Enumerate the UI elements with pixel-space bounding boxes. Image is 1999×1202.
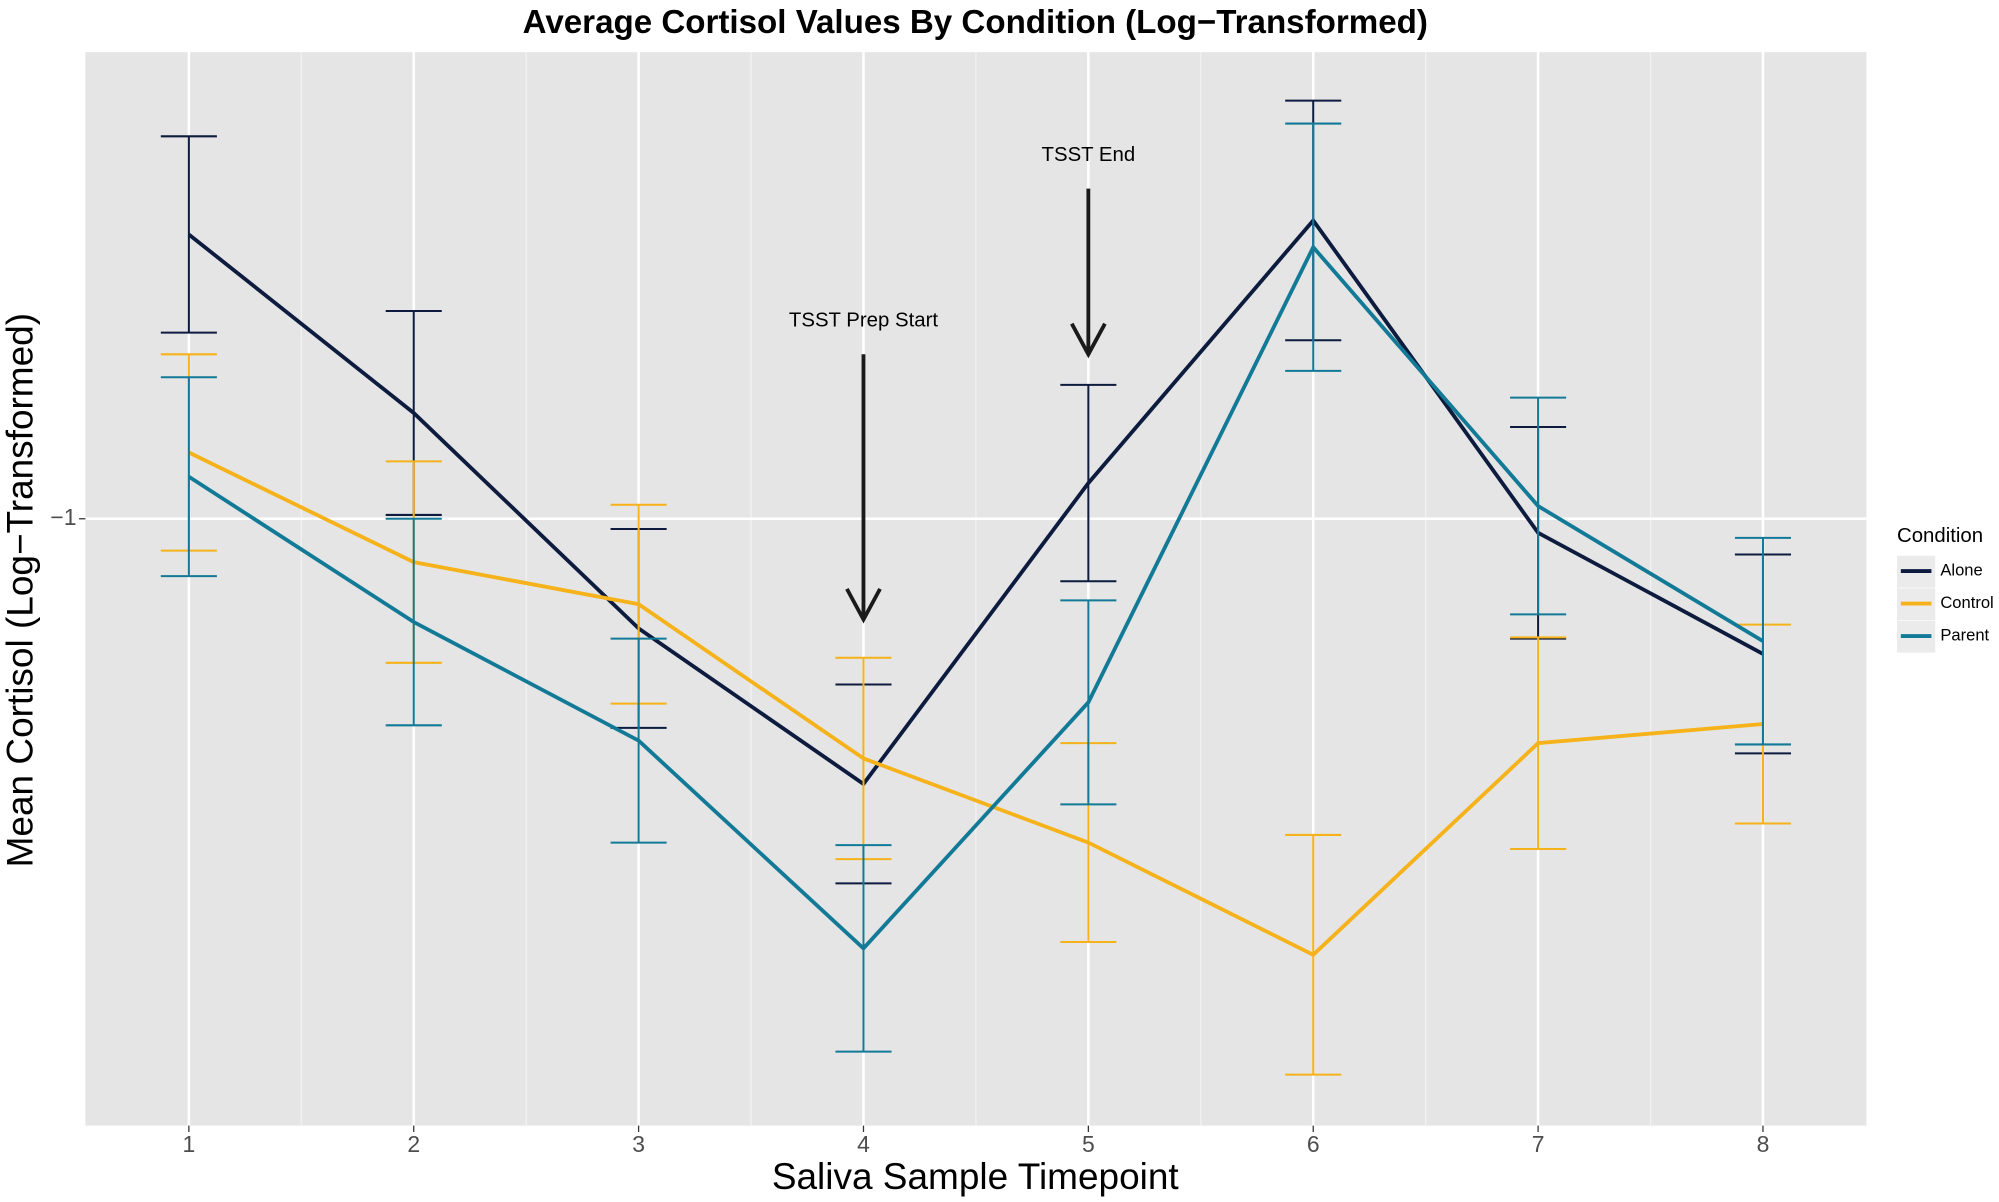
y-tick-label: −1 [50, 504, 76, 530]
annotation: TSST Prep Start [789, 310, 938, 332]
series-line [188, 450, 1764, 958]
arrow-head [845, 587, 882, 624]
y-axis-title: Mean Cortisol (Log−Transformed) [0, 313, 41, 867]
x-axis-title: Saliva Sample Timepoint [772, 1156, 1179, 1197]
error-bar [1734, 536, 1792, 746]
series-line [187, 217, 1764, 787]
x-tick-label: 5 [1082, 1131, 1095, 1157]
x-tick-label: 7 [1532, 1131, 1545, 1157]
x-tick-label: 4 [857, 1131, 870, 1157]
x-tick-label: 6 [1307, 1131, 1320, 1157]
annotation: TSST End [1042, 144, 1136, 166]
x-tick-label: 3 [632, 1131, 645, 1157]
x-tick-label: 2 [407, 1131, 420, 1157]
legend-label: Alone [1940, 560, 1982, 579]
legend-title: Condition [1897, 525, 1983, 547]
legend-label: Parent [1940, 625, 1989, 644]
x-tick-label: 8 [1757, 1131, 1770, 1157]
chart-title: Average Cortisol Values By Condition (Lo… [523, 4, 1428, 41]
arrow-head [1070, 322, 1107, 359]
x-tick-label: 1 [182, 1131, 195, 1157]
legend-label: Control [1940, 593, 1993, 612]
series-line [187, 243, 1764, 952]
